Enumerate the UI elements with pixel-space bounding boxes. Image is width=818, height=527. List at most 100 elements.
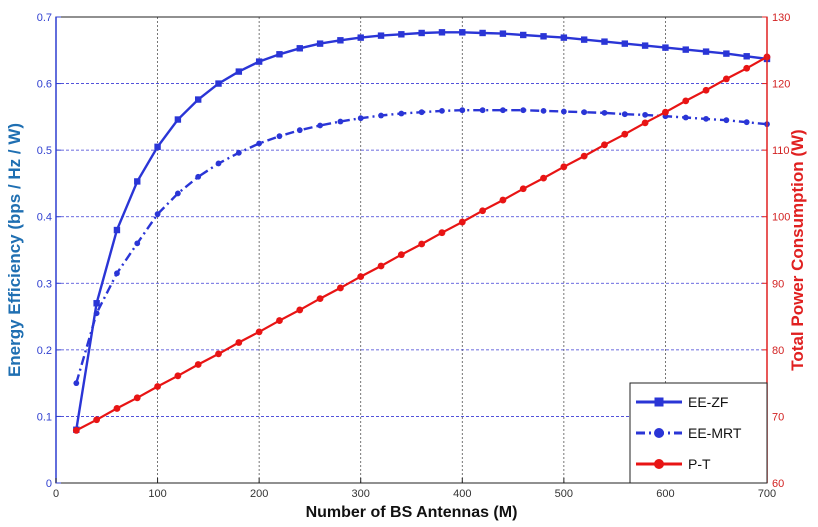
right-tick-label: 100 bbox=[772, 212, 790, 224]
data-point bbox=[235, 339, 243, 346]
data-point bbox=[337, 284, 344, 292]
data-point bbox=[723, 117, 730, 124]
left-axis-label: Energy Efficiency (bps / Hz / W) bbox=[5, 123, 24, 377]
tick-layer: 0 100 200 300 400 500 600 700 0 0.1 0.2 0.3 0.4 0.5 0.… bbox=[37, 12, 791, 500]
data-point bbox=[357, 273, 365, 281]
data-point bbox=[154, 143, 161, 151]
x-tick-label: 0 bbox=[53, 488, 59, 500]
legend-label: P-T bbox=[688, 456, 711, 472]
data-point bbox=[459, 29, 466, 36]
data-point bbox=[337, 37, 344, 44]
data-point bbox=[133, 394, 141, 402]
data-point bbox=[134, 240, 141, 247]
left-tick-label: 0.2 bbox=[37, 345, 52, 357]
x-tick-label: 600 bbox=[656, 488, 674, 500]
data-point bbox=[337, 118, 344, 125]
data-point bbox=[174, 116, 182, 123]
data-point bbox=[438, 229, 446, 237]
data-point bbox=[134, 178, 141, 185]
data-point bbox=[682, 97, 690, 105]
data-point bbox=[439, 107, 445, 114]
data-point bbox=[255, 58, 263, 65]
data-point bbox=[378, 112, 384, 119]
data-point bbox=[316, 295, 324, 302]
data-point bbox=[581, 109, 588, 116]
left-tick-label: 0.3 bbox=[37, 278, 52, 290]
legend-marker bbox=[654, 459, 664, 469]
data-point bbox=[438, 29, 446, 36]
data-point bbox=[703, 115, 709, 122]
data-point bbox=[499, 196, 507, 204]
data-point bbox=[702, 86, 710, 94]
data-point bbox=[540, 174, 547, 182]
data-point bbox=[398, 110, 405, 117]
data-point bbox=[662, 108, 669, 116]
data-point bbox=[621, 40, 628, 47]
data-point bbox=[743, 53, 750, 60]
data-point bbox=[601, 38, 608, 45]
left-tick-label: 0 bbox=[46, 478, 52, 490]
x-tick-label: 300 bbox=[352, 488, 370, 500]
data-point bbox=[174, 372, 182, 380]
data-point bbox=[601, 141, 608, 149]
data-point bbox=[357, 34, 364, 41]
data-point bbox=[418, 109, 425, 116]
data-point bbox=[276, 133, 283, 140]
data-point bbox=[560, 34, 568, 41]
legend-label: EE-ZF bbox=[688, 394, 728, 410]
x-tick-label: 100 bbox=[148, 488, 166, 500]
data-point bbox=[114, 270, 120, 277]
data-point bbox=[520, 31, 527, 39]
right-tick-label: 130 bbox=[772, 12, 790, 24]
legend-box bbox=[629, 382, 768, 484]
data-point bbox=[317, 122, 323, 129]
x-tick-label: 400 bbox=[453, 488, 471, 500]
data-point bbox=[560, 163, 568, 171]
data-point bbox=[377, 32, 385, 39]
data-point bbox=[479, 107, 486, 114]
series-p-t bbox=[72, 53, 771, 434]
left-tick-label: 0.5 bbox=[37, 145, 52, 157]
data-point bbox=[743, 64, 751, 72]
data-point bbox=[458, 218, 466, 226]
grid bbox=[56, 17, 767, 483]
data-point bbox=[580, 152, 588, 160]
right-tick-label: 110 bbox=[772, 145, 790, 157]
data-point bbox=[93, 300, 100, 307]
data-point bbox=[316, 40, 324, 47]
data-point bbox=[276, 51, 283, 58]
right-tick-label: 70 bbox=[772, 411, 784, 423]
data-point bbox=[520, 107, 527, 114]
data-point bbox=[682, 46, 689, 53]
data-point bbox=[642, 111, 649, 118]
data-point bbox=[519, 185, 527, 193]
legend-marker bbox=[654, 428, 664, 438]
data-point bbox=[215, 350, 222, 358]
data-point bbox=[357, 115, 364, 122]
data-point bbox=[235, 149, 242, 156]
left-tick-label: 0.6 bbox=[37, 79, 52, 91]
data-point bbox=[723, 50, 730, 57]
data-point bbox=[113, 226, 121, 234]
data-point bbox=[418, 29, 425, 37]
data-point bbox=[540, 107, 547, 114]
data-point bbox=[93, 416, 101, 424]
right-tick-label: 80 bbox=[772, 345, 784, 357]
data-point bbox=[154, 211, 161, 217]
data-point bbox=[641, 119, 649, 127]
right-tick-label: 90 bbox=[772, 278, 784, 290]
series-ee-zf bbox=[73, 29, 771, 433]
data-point bbox=[195, 173, 202, 180]
data-point bbox=[296, 45, 303, 52]
x-axis-label: Number of BS Antennas (M) bbox=[306, 504, 518, 521]
data-point bbox=[500, 107, 506, 114]
legend-marker bbox=[654, 397, 664, 407]
right-axis-label: Total Power Consumption (W) bbox=[788, 129, 807, 370]
data-point bbox=[276, 317, 283, 324]
data-point bbox=[194, 361, 202, 368]
data-point bbox=[256, 140, 263, 147]
data-point bbox=[621, 130, 629, 138]
x-tick-label: 700 bbox=[758, 488, 776, 500]
data-point bbox=[235, 68, 243, 75]
data-point bbox=[479, 207, 486, 215]
